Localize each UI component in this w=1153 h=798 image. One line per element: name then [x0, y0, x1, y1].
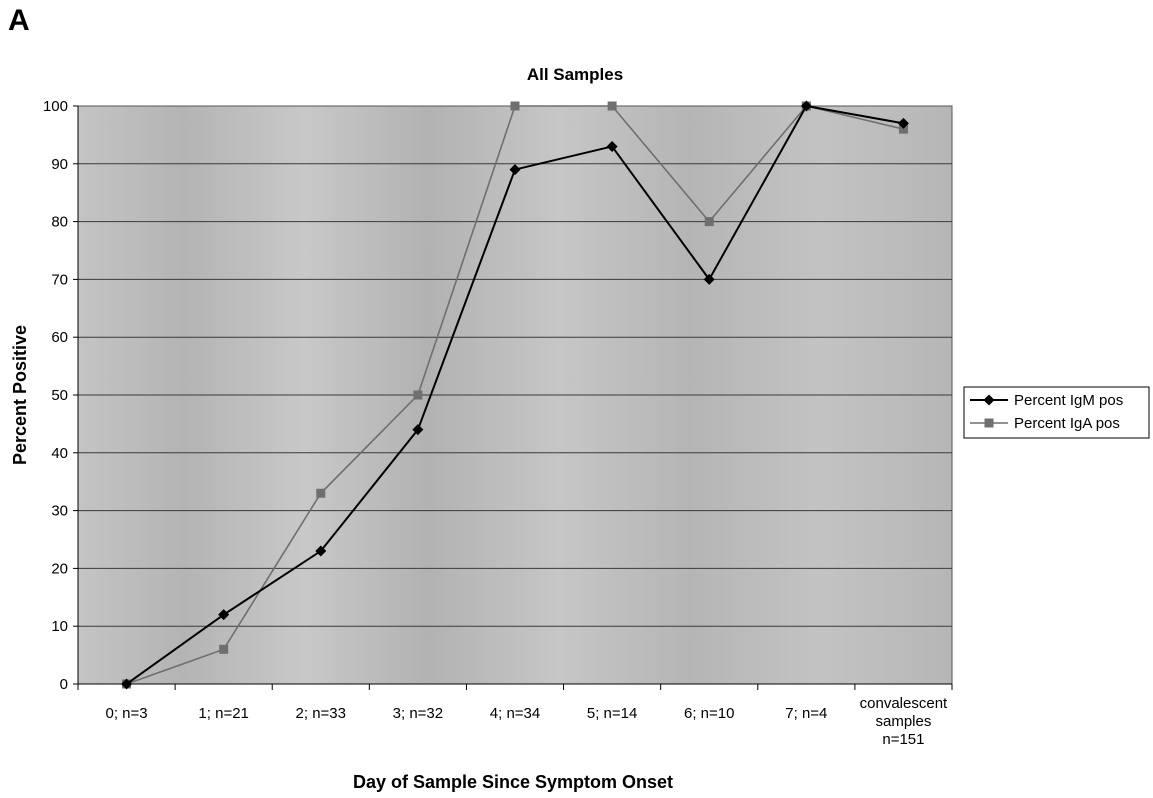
legend-box [963, 386, 1150, 439]
data-point-square [510, 101, 520, 111]
data-point-diamond [983, 394, 995, 406]
panel-letter: A [8, 4, 30, 37]
x-tick-label-line: n=151 [882, 731, 924, 748]
x-tick-label: 6; n=10 [684, 705, 734, 722]
y-tick-label: 20 [51, 560, 68, 577]
x-tick-label-line: 0; n=3 [105, 705, 147, 722]
data-point-diamond [509, 164, 521, 176]
y-tick-label: 40 [51, 445, 68, 462]
data-point-square [607, 101, 617, 111]
y-tick-label: 60 [51, 329, 68, 346]
y-tick-label: 10 [51, 618, 68, 635]
data-point-square [984, 418, 994, 428]
legend-entry: Percent IgA pos [1014, 415, 1120, 432]
x-tick-label-line: samples [876, 713, 932, 730]
y-tick-label: 30 [51, 503, 68, 520]
data-point-square [413, 390, 423, 400]
x-tick-label-line: 4; n=34 [490, 705, 540, 722]
x-tick-label: 5; n=14 [587, 705, 637, 722]
x-tick-label-line: 1; n=21 [198, 705, 248, 722]
y-tick-label: 50 [51, 387, 68, 404]
data-point-diamond [800, 100, 812, 112]
x-tick-label: 0; n=3 [105, 705, 147, 722]
x-tick-label: 3; n=32 [393, 705, 443, 722]
data-point-diamond [218, 609, 230, 621]
data-point-diamond [412, 424, 424, 436]
data-point-diamond [121, 678, 133, 690]
y-tick-label: 100 [43, 98, 68, 115]
data-point-square [219, 644, 229, 654]
data-point-diamond [606, 140, 618, 152]
x-tick-label-line: 5; n=14 [587, 705, 637, 722]
data-point-diamond [897, 117, 909, 129]
x-axis-label: Day of Sample Since Symptom Onset [353, 772, 673, 792]
x-tick-label: 7; n=4 [785, 705, 827, 722]
data-point-square [898, 124, 908, 134]
x-tick-label-line: 6; n=10 [684, 705, 734, 722]
y-tick-label: 90 [51, 156, 68, 173]
y-tick-label: 80 [51, 214, 68, 231]
data-point-diamond [315, 545, 327, 557]
y-axis-label: Percent Positive [10, 325, 30, 465]
legend: Percent IgM pos Percent IgA pos [963, 386, 1150, 439]
x-tick-label-line: 3; n=32 [393, 705, 443, 722]
y-tick-label: 70 [51, 271, 68, 288]
x-tick-label: convalescent samples n=151 [860, 695, 948, 748]
data-point-diamond [703, 273, 715, 285]
x-tick-label-line: 7; n=4 [785, 705, 827, 722]
x-axis-ticks: 0; n=3 1; n=21 2; n=33 3; n=32 4; n=34 5; n=1… [77, 684, 953, 748]
series-percent-igm-pos [121, 100, 909, 690]
chart-title: All Samples [527, 65, 623, 84]
x-tick-label: 1; n=21 [198, 705, 248, 722]
x-tick-label: 4; n=34 [490, 705, 540, 722]
series-layer [121, 100, 909, 690]
y-tick-label: 0 [60, 676, 68, 693]
x-tick-label-line: convalescent [860, 695, 948, 712]
legend-entry: Percent IgM pos [1014, 392, 1123, 409]
data-point-square [704, 217, 714, 227]
y-axis-ticks: 0 10 20 30 40 50 60 70 80 90 100 [43, 98, 952, 693]
data-point-square [316, 488, 326, 498]
x-tick-label-line: 2; n=33 [296, 705, 346, 722]
grid-lines [78, 163, 952, 627]
x-tick-label: 2; n=33 [296, 705, 346, 722]
